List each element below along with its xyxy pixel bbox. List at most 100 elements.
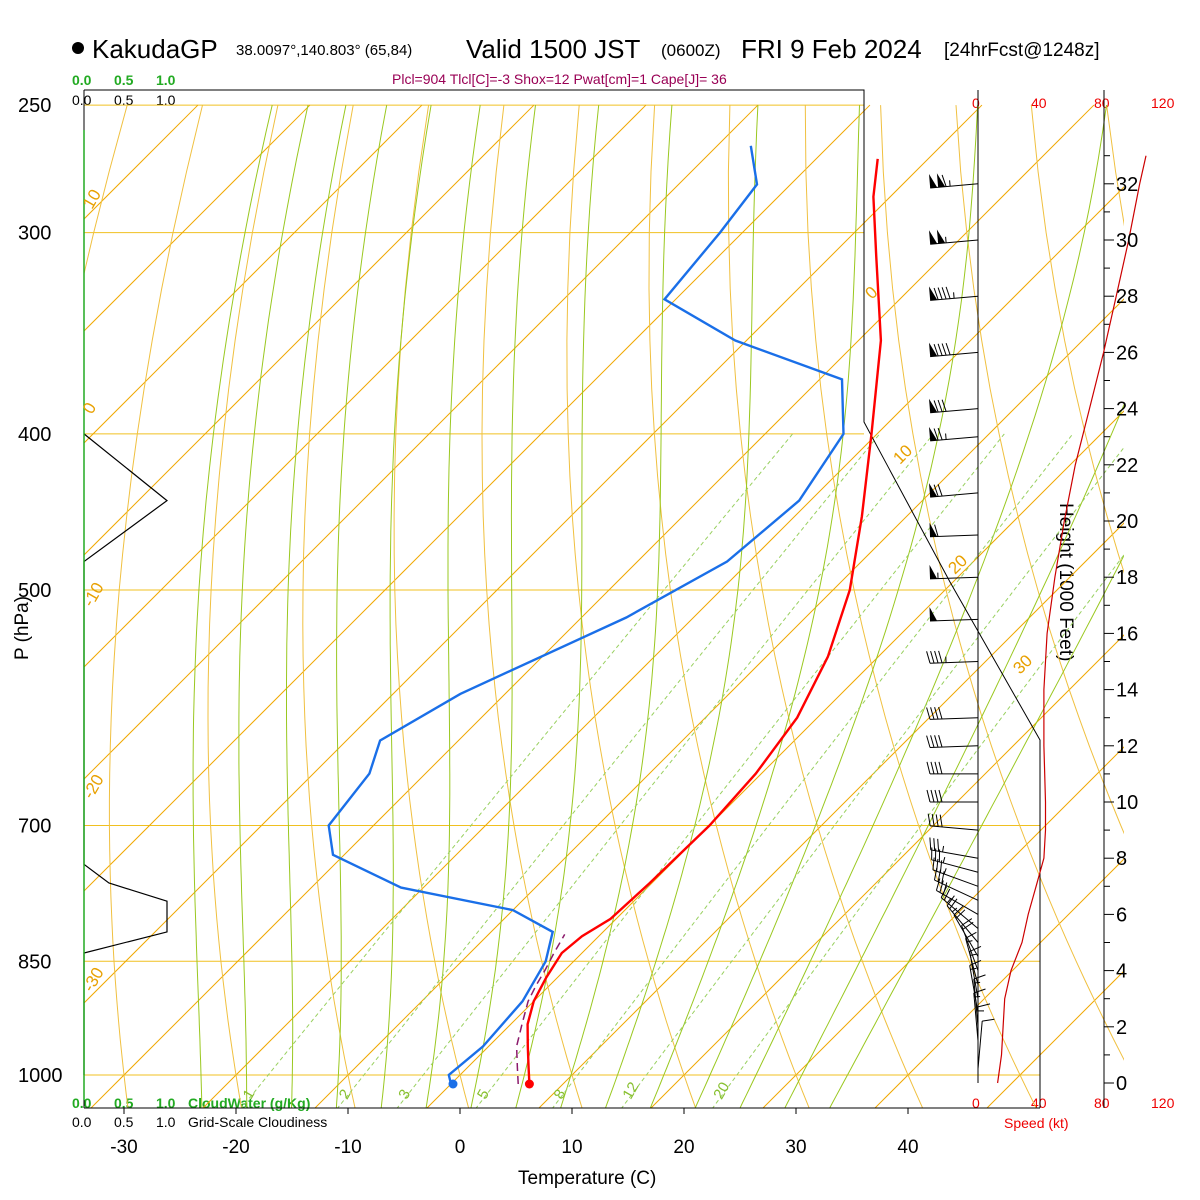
dry-adiabat-60: [880, 105, 1124, 1061]
wind-barb-shaft: [934, 879, 979, 901]
isotherm--70: [84, 104, 647, 668]
isotherm--20: [202, 186, 1124, 1108]
wind-barb-full: [941, 287, 947, 300]
wind-barb-full: [965, 931, 977, 939]
wind-barb-28: [973, 974, 986, 1027]
mixing-ratio-line-5: [475, 433, 1005, 1108]
cloudwater-label: CloudWater (g/Kg): [188, 1095, 310, 1111]
wind-barb-full: [932, 857, 935, 870]
wind-barb-flag: [929, 522, 938, 537]
wind-barb-full: [937, 427, 943, 441]
surface-dewpoint-dot: [448, 1079, 458, 1089]
wind-barb-flag: [929, 230, 938, 245]
wind-barb-full: [929, 837, 932, 850]
dry-adiabat-100: [1182, 105, 1200, 1109]
wind-barb-full: [969, 945, 982, 952]
wind-barb-full: [934, 789, 939, 803]
dry-adiabat-10: [481, 105, 583, 1108]
wind-barb-full: [926, 761, 931, 775]
wind-barb-14: [926, 789, 978, 803]
wind-speed-line: [997, 155, 1147, 1084]
isotherm--90: [84, 104, 423, 444]
height-tick-8: 8: [1116, 848, 1127, 870]
wind-barb-16: [929, 837, 979, 859]
wind-barb-full: [937, 343, 943, 356]
wind-barb-full: [941, 174, 947, 187]
isotherm-40: [874, 858, 1124, 1108]
cloudiness-scale-bottom-0: 0.0: [72, 1114, 92, 1130]
wind-barb-full: [933, 484, 939, 497]
dry-adiabat--20: [207, 104, 279, 1108]
wind-barb-shaft: [930, 436, 979, 442]
wind-barb-17: [931, 847, 979, 873]
wind-barb-full: [949, 898, 958, 910]
wind-barb-full: [930, 735, 935, 748]
dry-adiabat-90: [1106, 105, 1124, 227]
wind-barb-full: [926, 651, 931, 664]
wind-barb-half: [970, 953, 977, 956]
temperature-tick-30: 30: [785, 1137, 806, 1158]
wind-barb-full: [934, 761, 939, 775]
mixing-ratio-label-5: 5: [474, 1086, 493, 1102]
height-tick-10: 10: [1116, 792, 1138, 814]
wind-barb-shaft: [973, 978, 979, 1027]
wind-barb-full: [937, 484, 943, 497]
wind-barb-full: [938, 706, 943, 720]
cloudwater-scale-top-0: 0.0: [72, 72, 92, 88]
dewpoint-line: [327, 145, 845, 1085]
isotherm-label-7: 20: [944, 551, 971, 578]
wind-barb-flag: [929, 564, 938, 579]
isotherm--40: [84, 104, 983, 1004]
wind-barb-full: [935, 814, 939, 827]
moist-adiabat-16: [604, 105, 759, 1108]
wind-barb-3: [929, 342, 979, 358]
valid-date: FRI 9 Feb 2024: [741, 34, 922, 64]
height-axis-title: Height (1000 Feet): [1055, 503, 1076, 661]
height-tick-32: 32: [1116, 174, 1138, 196]
pressure-tick-300: 300: [18, 223, 51, 245]
isotherm-0: [426, 410, 1124, 1108]
x-axis-title: Temperature (C): [518, 1168, 656, 1189]
cloudiness-scale-bottom-1: 0.5: [114, 1114, 134, 1130]
wind-barb-0: [929, 173, 979, 189]
wind-barb-full: [937, 838, 940, 852]
wind-barb-full: [953, 906, 964, 916]
wind-barb-5: [929, 426, 979, 442]
wind-barb-shaft: [930, 492, 979, 498]
wind-barb-half: [966, 940, 973, 943]
mixing-ratio-label-12: 12: [619, 1079, 642, 1102]
wind-barb-full: [934, 707, 939, 720]
wind-barb-flag: [936, 229, 946, 244]
axes: [83, 89, 1114, 1114]
wind-barb-11: [926, 706, 979, 720]
isotherm--50: [84, 104, 871, 892]
parcel-line: [515, 934, 566, 1085]
wind-barb-shaft: [969, 951, 979, 999]
wind-barb-9: [929, 607, 979, 622]
height-tick-2: 2: [1116, 1017, 1127, 1039]
wind-barb-12: [926, 735, 979, 748]
wind-barb-full: [930, 650, 935, 664]
moist-adiabat--16: [238, 104, 309, 1108]
wind-barb-shaft: [973, 992, 979, 1041]
wind-barb-31: [977, 1018, 995, 1069]
wind-barb-full: [934, 650, 939, 664]
wind-barb-26: [969, 945, 982, 999]
cloudiness-scale-top-1: 0.5: [114, 92, 134, 108]
height-tick-18: 18: [1116, 567, 1138, 589]
cloudwater-scale-bottom-2: 1.0: [156, 1095, 176, 1111]
cloudwater-scale-bottom-1: 0.5: [114, 1095, 134, 1111]
isotherm-10: [538, 522, 1124, 1108]
height-tick-4: 4: [1116, 961, 1127, 983]
wind-barb-full: [945, 342, 951, 356]
wind-barb-full: [962, 921, 974, 930]
height-tick-30: 30: [1116, 230, 1138, 252]
cloudiness-scale-bottom-2: 1.0: [156, 1114, 176, 1130]
forecast-info: [24hrFcst@1248z]: [944, 40, 1100, 61]
wind-barb-full: [938, 650, 943, 663]
dry-adiabat-20: [566, 105, 697, 1108]
height-tick-22: 22: [1116, 455, 1138, 477]
wind-barb-full: [943, 888, 951, 901]
wind-barb-shaft: [929, 576, 979, 580]
